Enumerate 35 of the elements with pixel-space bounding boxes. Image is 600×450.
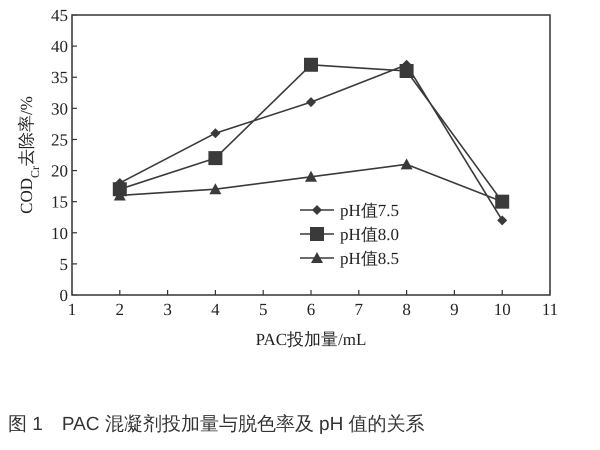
x-tick-label: 3 — [163, 300, 172, 319]
y-tick-label: 20 — [51, 162, 68, 181]
y-tick-label: 15 — [51, 192, 68, 212]
point — [210, 128, 220, 138]
y-tick-label: 30 — [51, 99, 68, 118]
y-tick-label: 5 — [60, 254, 68, 274]
x-tick-label: 1 — [68, 300, 76, 319]
point — [497, 215, 508, 226]
x-tick-label: 11 — [542, 300, 558, 319]
x-tick-label: 5 — [258, 300, 268, 319]
x-tick-label: 2 — [116, 300, 124, 319]
x-tick-label: 6 — [306, 300, 316, 319]
point — [304, 58, 318, 72]
point — [208, 151, 222, 166]
point — [400, 64, 414, 78]
x-tick-label: 10 — [494, 300, 511, 319]
caption: 图 1 PAC 混凝剂投加量与脱色率及 pH 值的关系 — [8, 413, 425, 435]
y-tick-label: 45 — [51, 6, 68, 25]
legend-label: pH值8.5 — [340, 249, 400, 268]
y-tick-label: 0 — [60, 286, 68, 305]
y-tick-label: 10 — [51, 224, 68, 243]
y-tick-label: 25 — [51, 130, 68, 150]
point — [305, 170, 317, 182]
y-tick-label: 40 — [51, 37, 68, 56]
point — [400, 158, 413, 170]
y-tick-label: 35 — [51, 68, 68, 88]
legend-label: pH值8.0 — [340, 225, 400, 244]
x-tick-label: 4 — [211, 300, 220, 319]
x-tick-label: 8 — [402, 300, 411, 319]
x-tick-label: 7 — [354, 300, 364, 319]
x-axis-title: PAC投加量/mL — [256, 330, 366, 349]
point — [209, 183, 222, 194]
point — [306, 97, 316, 108]
legend-label: pH值7.5 — [340, 201, 400, 220]
x-tick-label: 9 — [450, 300, 459, 319]
